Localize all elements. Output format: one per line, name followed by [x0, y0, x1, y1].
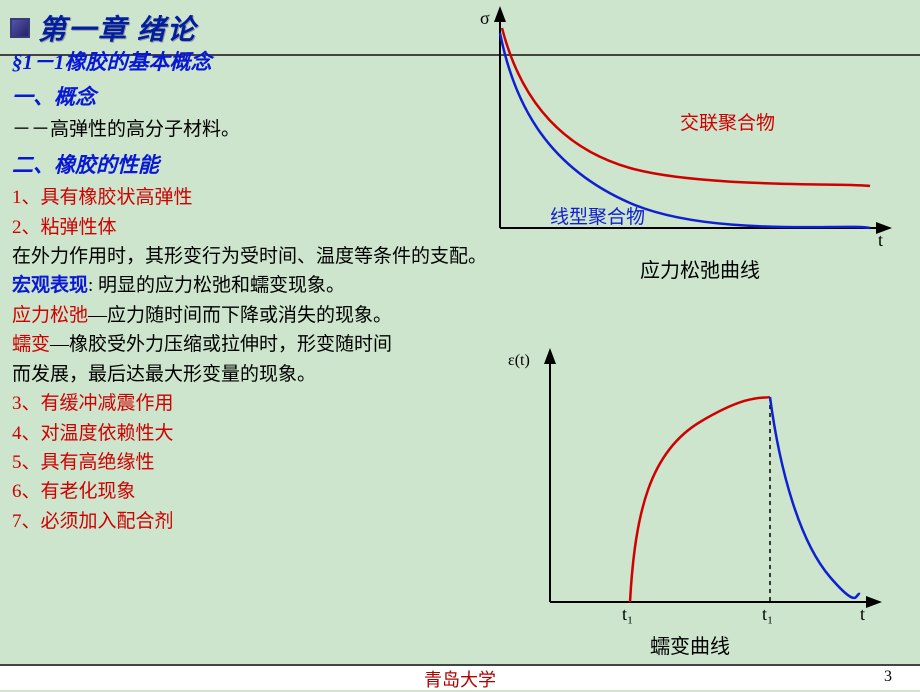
- macro-text: : 明显的应力松弛和蠕变现象。: [88, 275, 345, 296]
- stress-line: 应力松弛—应力随时间而下降或消失的现象。: [12, 301, 512, 330]
- property-7: 7、必须加入配合剂: [12, 507, 512, 536]
- creep-label: 蠕变: [12, 334, 50, 355]
- macro-line: 宏观表现: 明显的应力松弛和蠕变现象。: [12, 271, 512, 300]
- footer-text: 青岛大学: [424, 670, 496, 690]
- chapter-title: 第一章 绪论: [38, 8, 197, 48]
- sub-heading-2: 二、橡胶的性能: [12, 149, 512, 182]
- creep-line-1: 蠕变—橡胶受外力压缩或拉伸时，形变随时间: [12, 330, 512, 359]
- property-2: 2、粘弹性体: [12, 213, 512, 242]
- chart2-ylabel: ε(t): [508, 352, 530, 370]
- creep-down-curve: [770, 397, 860, 598]
- footer: 青岛大学: [0, 664, 920, 690]
- macro-label: 宏观表现: [12, 275, 88, 296]
- stress-label: 应力松弛: [12, 305, 88, 326]
- creep-chart: ε(t) t t₁ t₁ 蠕变曲线: [500, 352, 900, 652]
- linear-label: 线型聚合物: [550, 202, 645, 229]
- chart1-ylabel: σ: [480, 8, 490, 29]
- stress-text: —应力随时间而下降或消失的现象。: [88, 305, 392, 326]
- creep-line-2: 而发展，最后达最大形变量的现象。: [12, 360, 512, 389]
- page-number: 3: [884, 668, 892, 686]
- property-5: 5、具有高绝缘性: [12, 448, 512, 477]
- t1-label-a: t₁: [622, 604, 633, 625]
- chart2-xlabel: t: [860, 604, 865, 625]
- chart2-title: 蠕变曲线: [650, 630, 730, 659]
- sub-heading-1: 一、概念: [12, 81, 512, 114]
- t1-label-b: t₁: [762, 604, 773, 625]
- chart2-svg: [500, 352, 900, 632]
- creep-up-curve: [630, 397, 770, 602]
- text-content: §1－1橡胶的基本概念 一、概念 －－高弹性的高分子材料。 二、橡胶的性能 1、…: [12, 46, 512, 536]
- section-heading: §1－1橡胶的基本概念: [12, 46, 512, 79]
- chapter-icon: [10, 18, 30, 38]
- definition-text: －－高弹性的高分子材料。: [12, 115, 512, 144]
- crosslinked-curve: [502, 28, 870, 186]
- property-4: 4、对温度依赖性大: [12, 419, 512, 448]
- stress-relaxation-chart: σ t 交联聚合物 线型聚合物 应力松弛曲线: [470, 8, 900, 268]
- property-3: 3、有缓冲减震作用: [12, 389, 512, 418]
- crosslinked-label: 交联聚合物: [680, 108, 775, 135]
- creep-text: —橡胶受外力压缩或拉伸时，形变随时间: [50, 334, 392, 355]
- property-6: 6、有老化现象: [12, 477, 512, 506]
- chart1-title: 应力松弛曲线: [640, 254, 760, 283]
- chart1-svg: [470, 8, 900, 268]
- property-1: 1、具有橡胶状高弹性: [12, 183, 512, 212]
- chart1-xlabel: t: [878, 230, 883, 251]
